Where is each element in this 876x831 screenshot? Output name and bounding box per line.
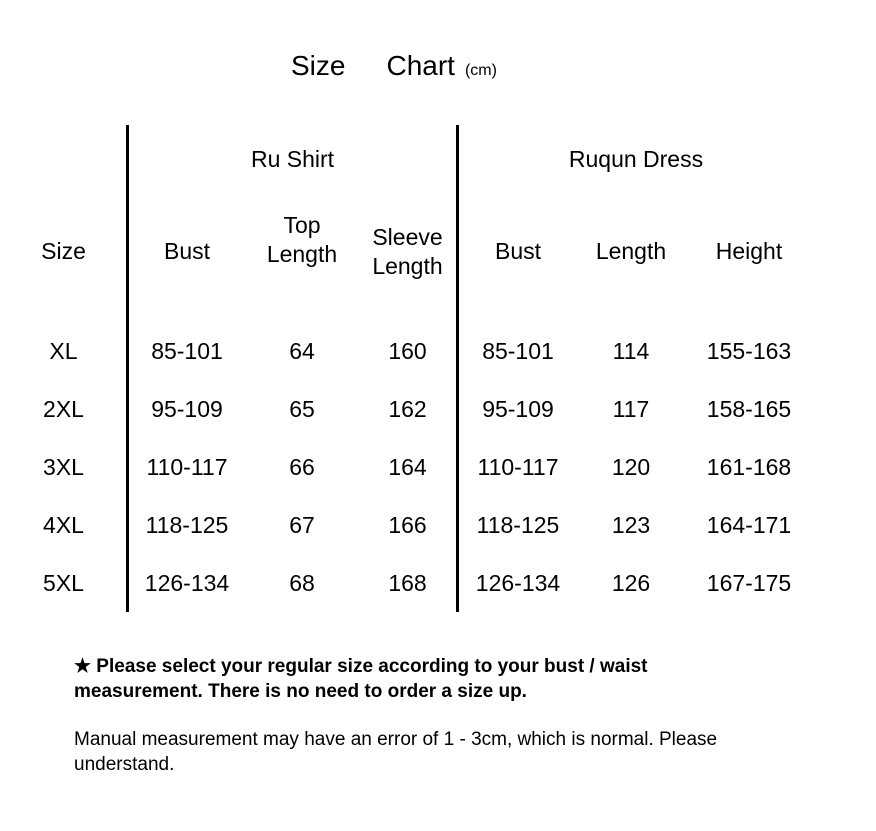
table-cell: 64 [289, 337, 315, 364]
table-cell: 126 [611, 569, 651, 596]
title-unit-cm: (cm) [464, 62, 497, 79]
table-cell: 123 [611, 511, 651, 538]
table-cell: 118-125 [145, 511, 229, 538]
table-divider-left [126, 125, 129, 612]
group-header-ru-shirt: Ru Shirt [250, 145, 335, 172]
table-cell: 160 [388, 337, 427, 364]
size-table-grid: Ru Shirt Ruqun Dress Size Bust Top Lengt… [0, 125, 876, 612]
table-cell: 126-134 [475, 569, 561, 596]
table-divider-right [456, 125, 459, 612]
table-cell: 65 [289, 395, 315, 422]
table-cell: 168 [388, 569, 427, 596]
title-word-chart: Chart [386, 50, 455, 81]
row-size-label: XL [49, 337, 78, 364]
table-cell: 126-134 [144, 569, 230, 596]
table-cell: 117 [612, 395, 650, 422]
note-size-selection: ★ Please select your regular size accord… [74, 656, 648, 702]
size-chart-table: Ru Shirt Ruqun Dress Size Bust Top Lengt… [0, 125, 876, 612]
table-cell: 118-125 [476, 511, 560, 538]
table-cell: 164 [388, 453, 427, 480]
table-cell: 85-101 [482, 337, 554, 364]
table-cell: 95-109 [482, 395, 554, 422]
table-cell: 162 [388, 395, 427, 422]
column-header-size: Size [41, 238, 86, 264]
group-header-ruqun-dress: Ruqun Dress [568, 145, 704, 172]
table-cell: 110-117 [477, 453, 559, 480]
table-cell: 85-101 [151, 337, 223, 364]
table-cell: 164-171 [706, 511, 792, 538]
page-title: Size Chart (cm) [291, 50, 497, 82]
table-cell: 95-109 [151, 395, 223, 422]
table-cell: 161-168 [706, 453, 792, 480]
column-header-shirt-bust: Bust [163, 238, 211, 264]
table-cell: 67 [289, 511, 315, 538]
row-size-label: 3XL [43, 453, 84, 480]
column-header-dress-length: Length [595, 238, 667, 264]
column-header-dress-bust: Bust [494, 238, 542, 264]
column-header-sleeve-length: Sleeve Length [372, 223, 443, 279]
row-size-label: 5XL [43, 569, 84, 596]
table-cell: 110-117 [146, 453, 228, 480]
column-header-dress-height: Height [715, 238, 783, 264]
table-cell: 167-175 [706, 569, 792, 596]
column-header-top-length: Top Length [247, 193, 357, 310]
title-word-size: Size [291, 50, 346, 81]
table-cell: 158-165 [706, 395, 792, 422]
note-measurement-error: Manual measurement may have an error of … [74, 729, 718, 775]
table-cell: 155-163 [706, 337, 792, 364]
row-size-label: 4XL [43, 511, 84, 538]
row-size-label: 2XL [43, 395, 84, 422]
table-cell: 120 [611, 453, 651, 480]
table-cell: 114 [612, 337, 650, 364]
table-cell: 68 [289, 569, 315, 596]
table-cell: 166 [388, 511, 427, 538]
table-cell: 66 [289, 453, 315, 480]
column-header-top-length-text: Top Length [266, 211, 338, 267]
